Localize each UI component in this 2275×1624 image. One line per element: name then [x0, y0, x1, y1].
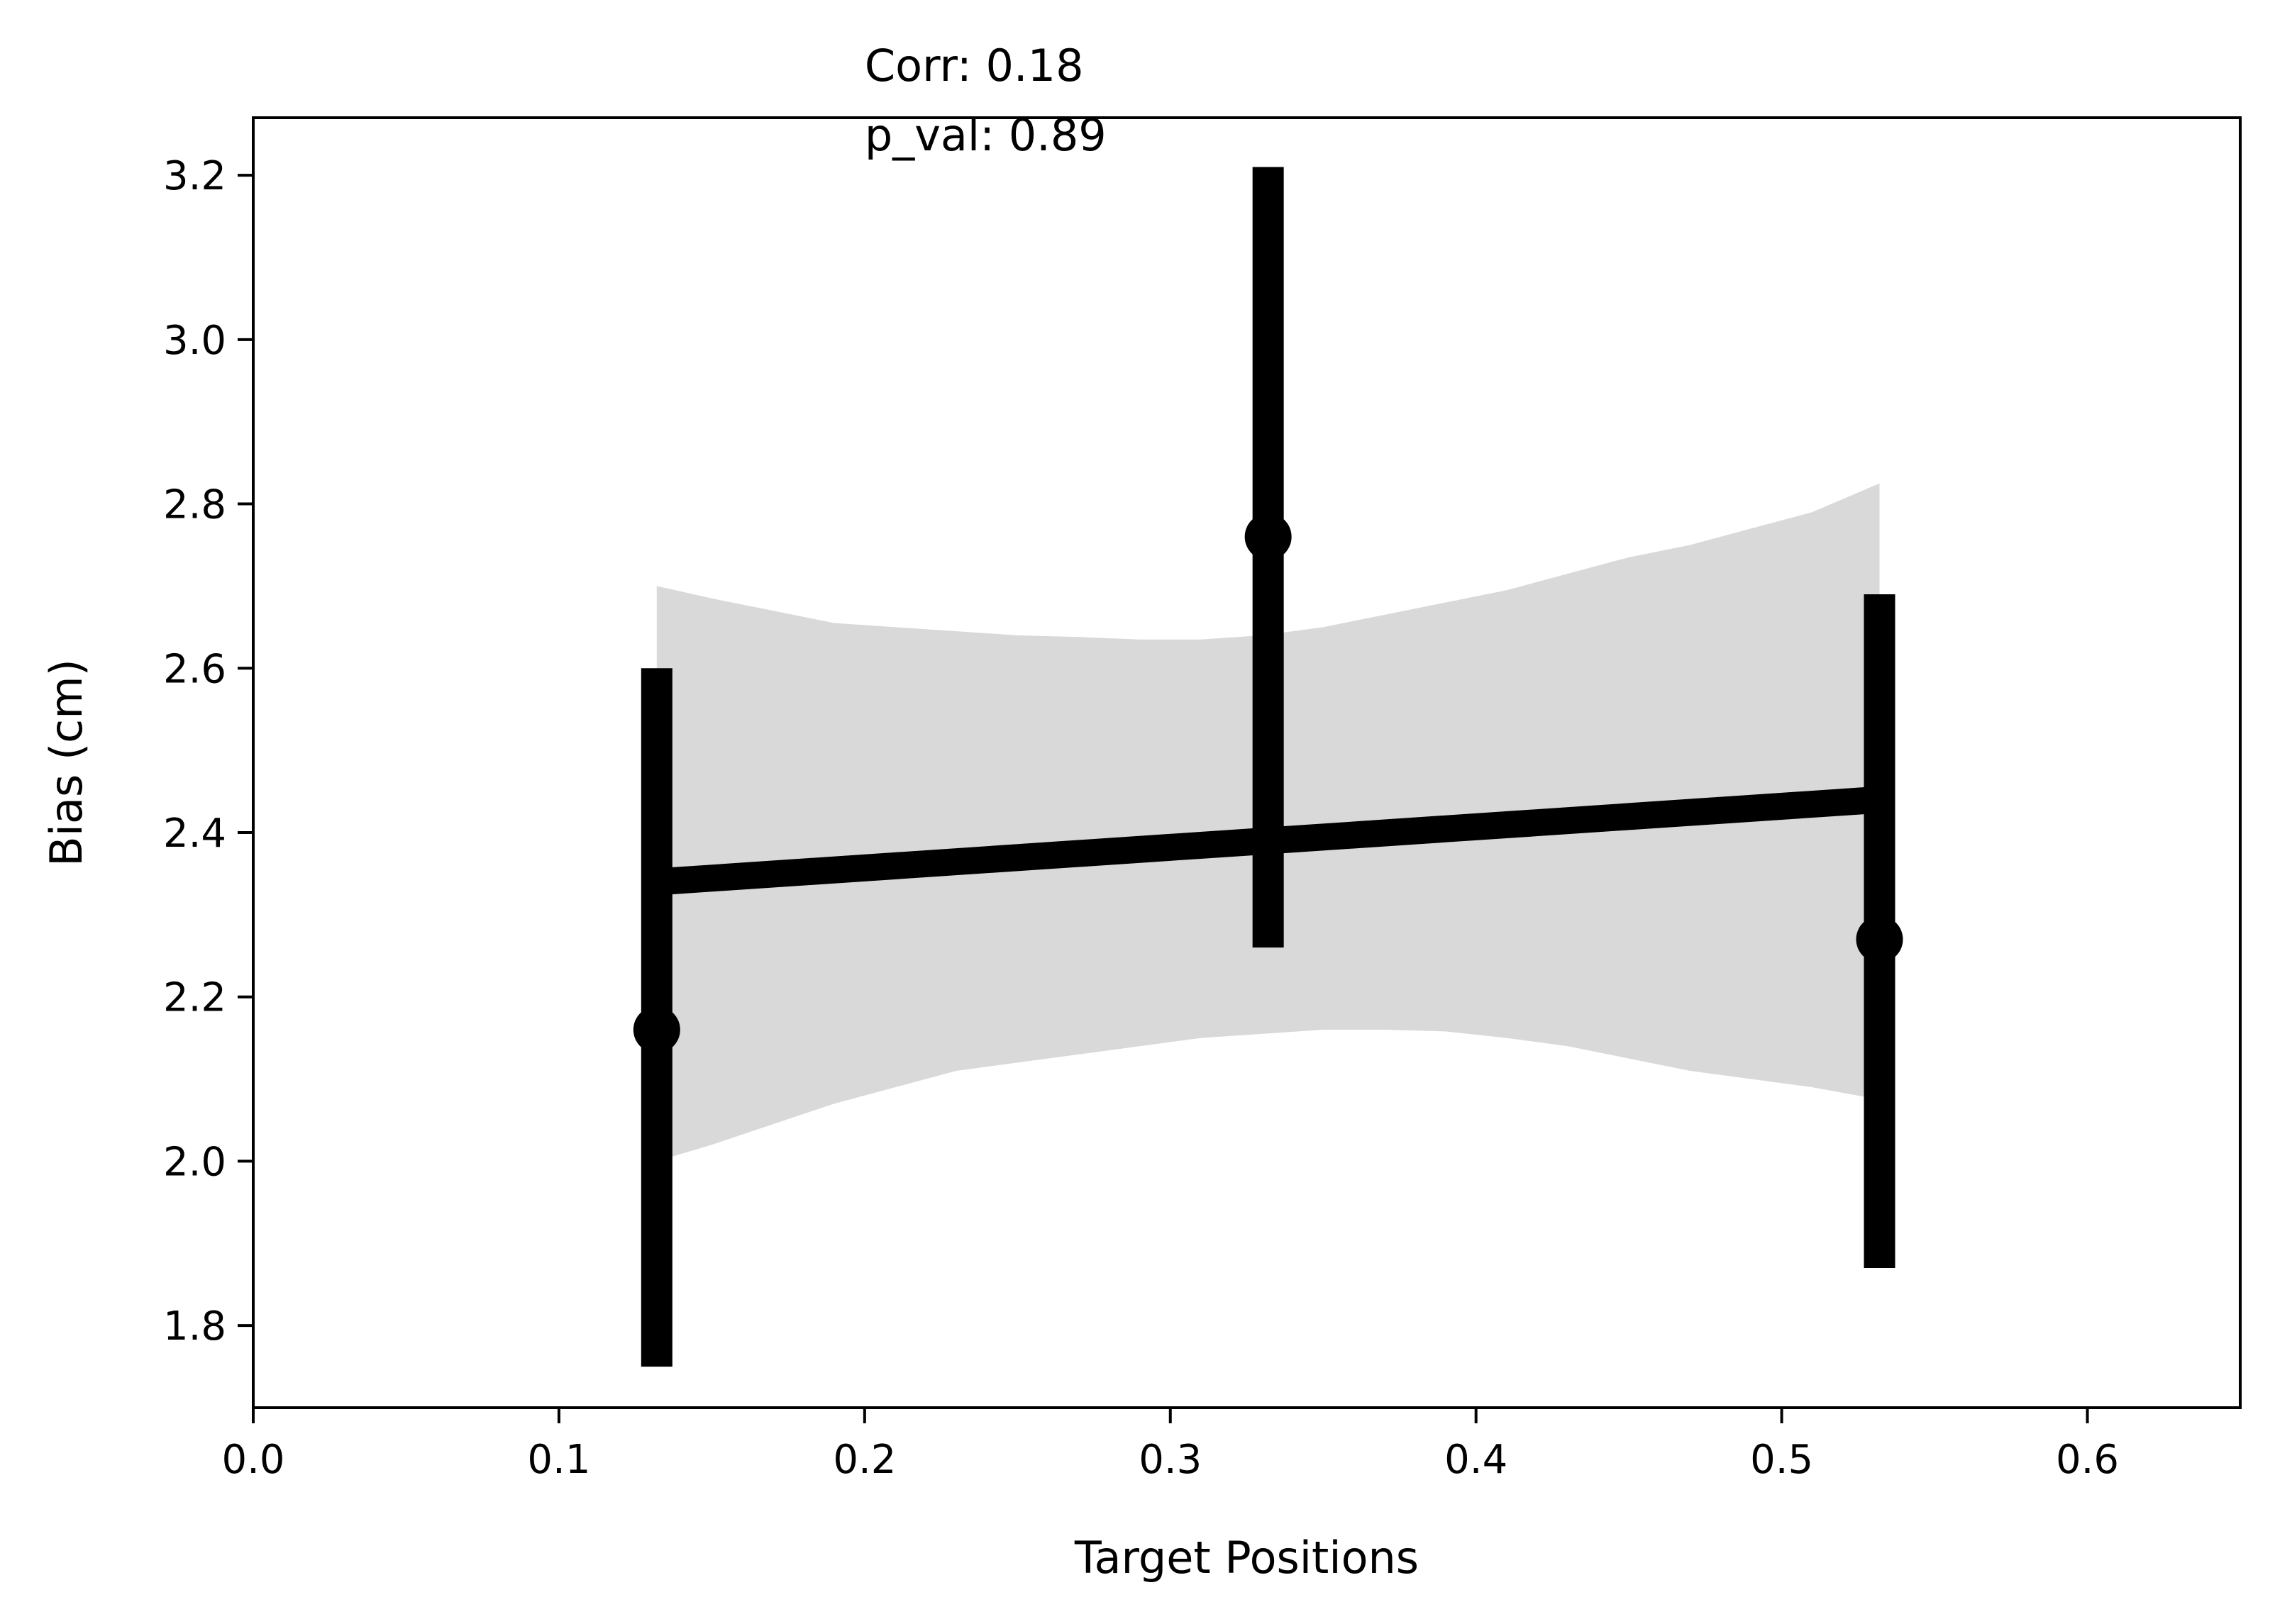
x-tick-label: 0.0 — [221, 1437, 284, 1483]
x-axis-ticks: 0.0 0.1 0.2 0.3 0.4 0.5 0.6 — [221, 1408, 2119, 1483]
plot-area-frame — [252, 116, 2242, 1409]
y-tick-label: 1.8 — [163, 1303, 226, 1350]
y-tick-label: 2.4 — [163, 811, 226, 857]
annotation-corr: Corr: 0.18 — [865, 40, 1084, 91]
y-tick-label: 3.2 — [163, 153, 226, 199]
x-tick-label: 0.5 — [1750, 1437, 1813, 1483]
x-axis-label: Target Positions — [1074, 1532, 1419, 1584]
point-layer — [633, 513, 1903, 1054]
x-tick-label: 0.6 — [2056, 1437, 2119, 1483]
annotation-p-value: p_val: 0.89 — [865, 109, 1107, 161]
y-tick-label: 3.0 — [163, 318, 226, 364]
x-tick-label: 0.1 — [527, 1437, 590, 1483]
y-tick-label: 2.0 — [163, 1139, 226, 1185]
y-tick-label: 2.2 — [163, 975, 226, 1021]
y-axis-label: Bias (cm) — [40, 659, 92, 867]
y-tick-label: 2.8 — [163, 482, 226, 528]
x-tick-label: 0.4 — [1444, 1437, 1507, 1483]
data-point-2 — [1244, 513, 1292, 560]
y-tick-label: 2.6 — [163, 646, 226, 692]
data-point-1 — [633, 1006, 680, 1054]
x-tick-label: 0.2 — [833, 1437, 896, 1483]
x-tick-label: 0.3 — [1139, 1437, 1202, 1483]
y-axis-ticks: 1.8 2.0 2.2 2.4 2.6 2.8 3.0 3.2 — [163, 153, 253, 1350]
data-point-3 — [1856, 916, 1903, 963]
